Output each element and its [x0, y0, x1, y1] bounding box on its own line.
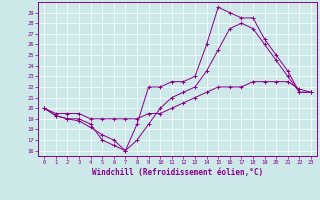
X-axis label: Windchill (Refroidissement éolien,°C): Windchill (Refroidissement éolien,°C)	[92, 168, 263, 177]
